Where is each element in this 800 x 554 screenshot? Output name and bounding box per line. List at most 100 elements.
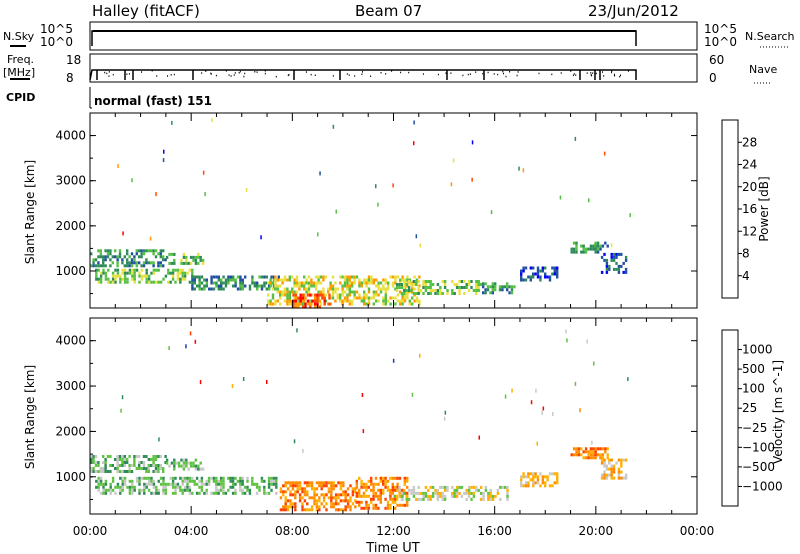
power-echo-cell — [484, 288, 487, 292]
power-echo-cell — [274, 278, 277, 282]
velocity-echo-cell — [487, 497, 490, 501]
velocity-echo-cell — [370, 500, 373, 504]
velocity-echo-cell — [417, 491, 420, 495]
power-echo-cell — [97, 255, 100, 259]
power-echo-cell — [138, 255, 141, 259]
power-echo-cell — [489, 291, 492, 295]
velocity-echo-cell — [198, 485, 201, 489]
velocity-echo-cell — [398, 476, 402, 480]
power-echo-cell — [253, 284, 256, 288]
power-echo-cell — [168, 252, 171, 256]
power-echo-cell — [315, 281, 318, 285]
velocity-echo-cell — [620, 470, 623, 474]
velocity-echo-cell — [168, 464, 171, 468]
velocity-echo-cell — [150, 476, 153, 480]
velocity-echo-cell — [610, 467, 613, 471]
velocity-echo-cell — [182, 467, 186, 471]
power-echo-cell — [377, 284, 380, 288]
velocity-echo-cell — [162, 491, 165, 495]
velocity-echo-cell — [282, 505, 285, 509]
power-echo-cell — [241, 287, 244, 291]
power-echo-cell — [603, 258, 606, 262]
velocity-echo-cell — [205, 491, 208, 495]
velocity-echo-cell — [150, 482, 153, 486]
velocity-echo-cell — [374, 491, 378, 495]
power-echo-cell — [343, 278, 347, 282]
velocity-echo-cell — [104, 467, 107, 470]
velocity-echo-cell — [406, 485, 409, 489]
power-echo-cell — [419, 289, 423, 292]
power-echo-cell — [109, 264, 112, 268]
velocity-echo-cell — [215, 476, 218, 480]
power-echo-cell — [138, 280, 141, 284]
velocity-echo-cell — [386, 479, 390, 483]
power-echo-cell — [446, 292, 449, 295]
nave-point — [112, 73, 114, 76]
velocity-echo-cell — [143, 476, 146, 480]
velocity-echo-cell — [154, 464, 158, 467]
nsky-label: N.Sky — [3, 30, 35, 43]
power-echo-cell — [606, 244, 609, 248]
power-echo-cell — [520, 272, 523, 276]
power-echo-cell — [154, 255, 158, 259]
power-echo-cell — [152, 261, 155, 265]
velocity-echo-cell — [429, 494, 432, 498]
power-echo-cell — [424, 286, 428, 289]
velocity-echo-cell — [499, 485, 502, 489]
velocity-echo-cell — [222, 488, 225, 492]
velocity-echo-cell — [275, 485, 278, 489]
power-echo-cell — [159, 252, 162, 256]
power-scatter-point — [471, 140, 474, 145]
power-echo-cell — [109, 249, 112, 253]
power-echo-cell — [310, 281, 313, 285]
velocity-echo-cell — [286, 508, 290, 512]
velocity-echo-cell — [189, 464, 193, 468]
power-echo-cell — [292, 299, 295, 303]
velocity-echo-cell — [443, 494, 447, 498]
velocity-echo-cell — [342, 481, 345, 485]
power-echo-cell — [418, 299, 421, 303]
power-echo-cell — [348, 290, 351, 294]
power-ylabel: Slant Range [km] — [23, 160, 37, 264]
power-echo-cell — [288, 302, 291, 306]
power-echo-cell — [152, 280, 156, 284]
velocity-echo-cell — [406, 500, 409, 504]
velocity-echo-cell — [165, 461, 169, 465]
velocity-echo-cell — [389, 503, 392, 507]
velocity-echo-cell — [472, 485, 476, 489]
power-echo-cell — [319, 275, 323, 279]
velocity-echo-cell — [365, 506, 368, 510]
velocity-echo-cell — [188, 476, 192, 480]
velocity-echo-cell — [339, 481, 343, 485]
power-echo-cell — [477, 289, 480, 292]
velocity-echo-cell — [121, 488, 124, 492]
power-echo-cell — [152, 249, 155, 253]
velocity-echo-cell — [194, 467, 198, 471]
power-echo-cell — [292, 302, 295, 306]
power-echo-cell — [205, 281, 208, 285]
power-echo-cell — [546, 275, 549, 279]
power-echo-cell — [276, 278, 279, 282]
power-echo-cell — [155, 268, 158, 272]
power-echo-cell — [484, 282, 487, 286]
velocity-echo-cell — [207, 479, 211, 483]
power-echo-cell — [159, 280, 163, 284]
power-echo-cell — [272, 278, 276, 282]
power-echo-cell — [104, 277, 108, 281]
velocity-echo-cell — [157, 491, 160, 495]
velocity-echo-cell — [270, 476, 273, 480]
velocity-echo-cell — [284, 502, 287, 506]
velocity-echo-cell — [339, 493, 343, 497]
velocity-echo-cell — [150, 458, 153, 461]
power-echo-cell — [298, 284, 301, 288]
velocity-echo-cell — [427, 494, 430, 498]
power-echo-cell — [506, 282, 509, 286]
velocity-echo-cell — [610, 458, 613, 462]
power-echo-cell — [570, 250, 573, 254]
power-echo-cell — [128, 264, 131, 268]
power-echo-cell — [236, 275, 240, 279]
power-echo-cell — [360, 299, 363, 303]
power-echo-cell — [123, 255, 126, 259]
power-scatter-point — [594, 243, 596, 248]
velocity-echo-cell — [394, 506, 397, 510]
